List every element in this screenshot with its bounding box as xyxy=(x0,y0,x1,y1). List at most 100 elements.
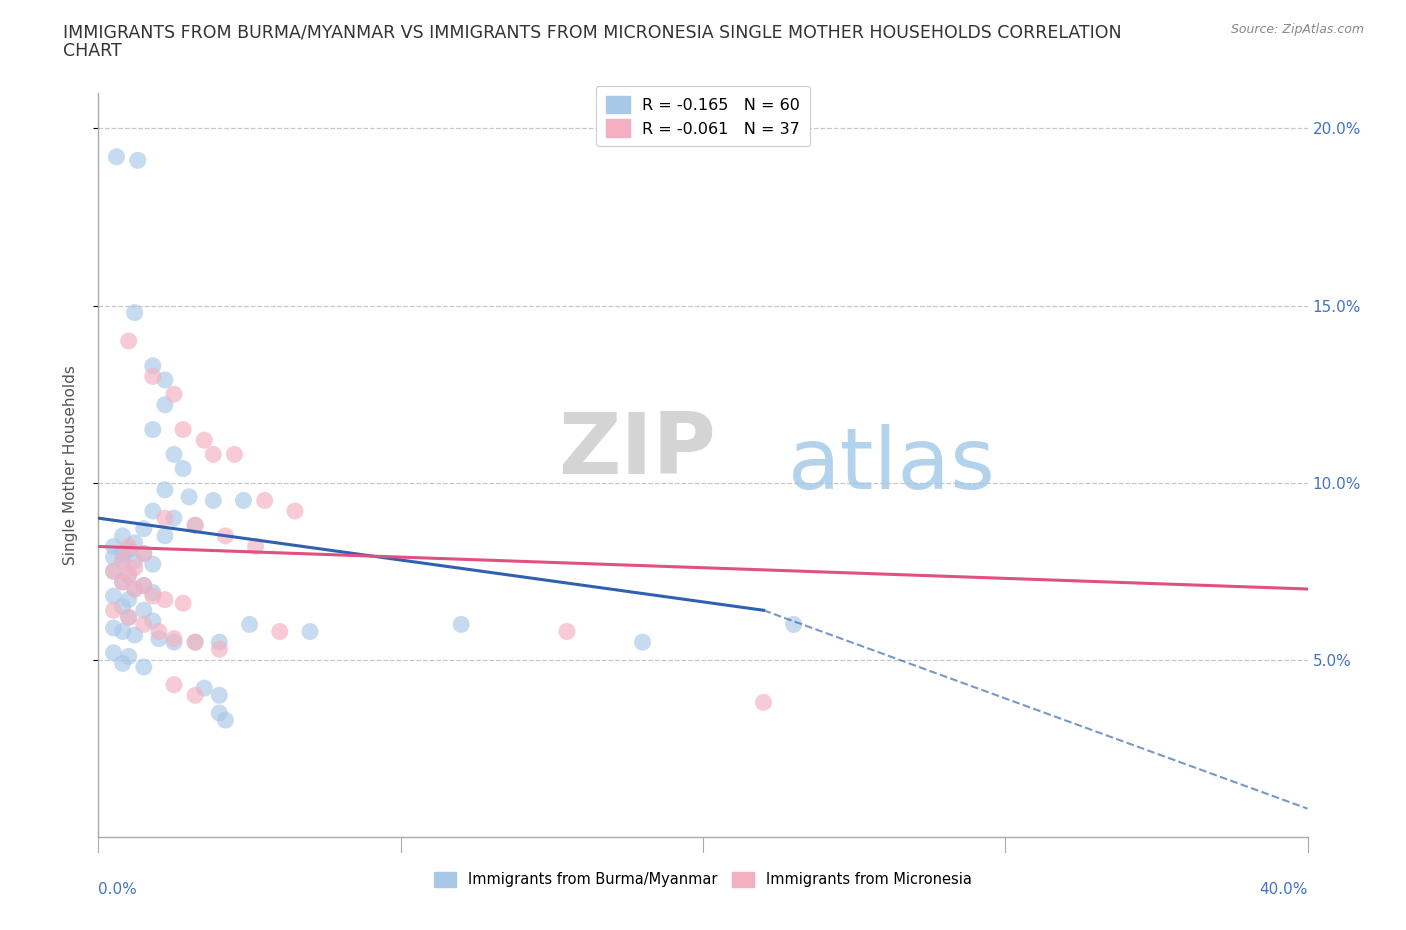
Point xyxy=(208,634,231,649)
Point xyxy=(153,528,176,543)
Text: atlas: atlas xyxy=(787,423,995,507)
Point xyxy=(118,567,141,582)
Point xyxy=(103,603,125,618)
Point xyxy=(132,617,155,631)
Point xyxy=(111,546,134,561)
Point xyxy=(284,504,307,519)
Point xyxy=(752,695,775,710)
Point xyxy=(299,624,322,639)
Point xyxy=(239,617,262,631)
Point xyxy=(132,522,155,537)
Point xyxy=(214,528,236,543)
Point xyxy=(153,373,176,388)
Point xyxy=(253,493,276,508)
Legend: Immigrants from Burma/Myanmar, Immigrants from Micronesia: Immigrants from Burma/Myanmar, Immigrant… xyxy=(429,866,977,893)
Point xyxy=(124,560,146,575)
Point xyxy=(103,564,125,578)
Point xyxy=(142,369,165,384)
Point xyxy=(111,528,134,543)
Point xyxy=(153,592,176,607)
Point xyxy=(142,422,165,437)
Point xyxy=(214,712,236,727)
Point xyxy=(124,553,146,568)
Point xyxy=(184,634,207,649)
Point xyxy=(245,539,267,554)
Point xyxy=(202,447,225,462)
Point xyxy=(132,659,155,674)
Point xyxy=(208,688,231,703)
Point xyxy=(783,617,806,631)
Point xyxy=(105,150,128,165)
Point xyxy=(132,578,155,593)
Point xyxy=(103,645,125,660)
Point xyxy=(184,518,207,533)
Point xyxy=(118,539,141,554)
Point xyxy=(124,628,146,643)
Point xyxy=(148,624,170,639)
Point xyxy=(103,589,125,604)
Point xyxy=(111,553,134,568)
Point xyxy=(124,581,146,596)
Point xyxy=(132,546,155,561)
Text: Source: ZipAtlas.com: Source: ZipAtlas.com xyxy=(1230,23,1364,36)
Point xyxy=(184,688,207,703)
Point xyxy=(208,642,231,657)
Point xyxy=(111,575,134,590)
Point xyxy=(142,557,165,572)
Point xyxy=(208,706,231,721)
Point xyxy=(118,567,141,582)
Point xyxy=(118,334,141,349)
Point xyxy=(148,631,170,646)
Point xyxy=(450,617,472,631)
Point xyxy=(132,546,155,561)
Point xyxy=(124,581,146,596)
Point xyxy=(172,422,194,437)
Point xyxy=(111,575,134,590)
Point xyxy=(103,539,125,554)
Point xyxy=(132,603,155,618)
Text: IMMIGRANTS FROM BURMA/MYANMAR VS IMMIGRANTS FROM MICRONESIA SINGLE MOTHER HOUSEH: IMMIGRANTS FROM BURMA/MYANMAR VS IMMIGRA… xyxy=(63,23,1122,41)
Point xyxy=(153,397,176,412)
Point xyxy=(124,536,146,551)
Point xyxy=(631,634,654,649)
Point xyxy=(111,624,134,639)
Point xyxy=(118,610,141,625)
Text: CHART: CHART xyxy=(63,42,122,60)
Point xyxy=(142,589,165,604)
Point xyxy=(111,553,134,568)
Text: 40.0%: 40.0% xyxy=(1260,882,1308,897)
Point xyxy=(103,564,125,578)
Point xyxy=(184,634,207,649)
Point xyxy=(202,493,225,508)
Point xyxy=(179,489,201,504)
Text: 0.0%: 0.0% xyxy=(98,882,138,897)
Point xyxy=(184,518,207,533)
Point xyxy=(193,432,215,447)
Point xyxy=(232,493,254,508)
Point xyxy=(111,599,134,614)
Point xyxy=(163,631,186,646)
Point xyxy=(127,153,149,167)
Point xyxy=(142,358,165,373)
Point xyxy=(163,387,186,402)
Point xyxy=(163,634,186,649)
Point xyxy=(163,677,186,692)
Point xyxy=(103,620,125,635)
Y-axis label: Single Mother Households: Single Mother Households xyxy=(63,365,77,565)
Point xyxy=(118,542,141,557)
Point xyxy=(118,610,141,625)
Point xyxy=(153,483,176,498)
Point xyxy=(153,511,176,525)
Point xyxy=(269,624,291,639)
Point xyxy=(193,681,215,696)
Point xyxy=(118,592,141,607)
Point xyxy=(142,585,165,600)
Point xyxy=(132,578,155,593)
Point xyxy=(555,624,578,639)
Point xyxy=(172,596,194,611)
Point xyxy=(172,461,194,476)
Point xyxy=(142,614,165,629)
Text: ZIP: ZIP xyxy=(558,408,716,492)
Point xyxy=(163,447,186,462)
Point xyxy=(224,447,246,462)
